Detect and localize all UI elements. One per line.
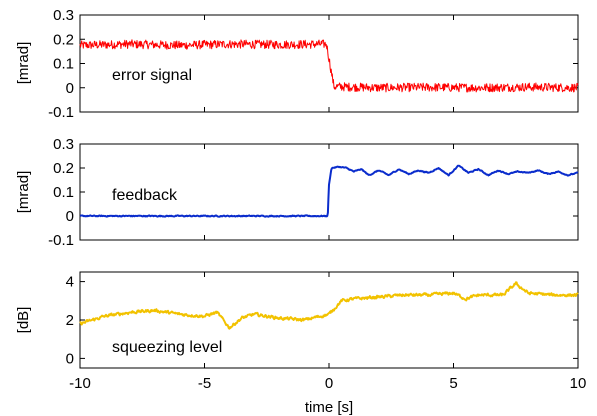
panel-annotation: squeezing level — [112, 339, 222, 356]
series-line — [79, 164, 579, 218]
x-tick-label: -10 — [69, 375, 91, 392]
y-tick-label: 0.2 — [53, 31, 74, 48]
y-tick-label: 0.2 — [53, 160, 74, 177]
y-tick-label: -0.1 — [48, 104, 74, 121]
panel-annotation: error signal — [112, 67, 192, 84]
x-axis-label: time [s] — [305, 399, 353, 416]
y-tick-label: 0.1 — [53, 184, 74, 201]
plot-frame — [79, 14, 579, 113]
y-axis-label: [dB] — [15, 307, 32, 334]
panel-annotation: feedback — [112, 187, 178, 204]
x-tick-label: 5 — [449, 375, 457, 392]
y-tick-label: 4 — [66, 274, 74, 291]
y-axis-label: [mrad] — [15, 42, 32, 85]
series-line — [79, 281, 579, 330]
x-tick-label: 0 — [325, 375, 333, 392]
feedback-panel: -0.1 0 0.1 0.2 0.3 [mrad] feedback — [15, 136, 579, 249]
y-tick-label: -0.1 — [48, 232, 74, 249]
x-tick-label: 10 — [570, 375, 587, 392]
y-tick-label: 0.1 — [53, 56, 74, 73]
y-tick-label: 0 — [66, 208, 74, 225]
error-signal-panel: -0.1 0 0.1 0.2 0.3 [mrad] error signal — [15, 7, 579, 121]
y-tick-label: 2 — [66, 312, 74, 329]
y-axis-label: [mrad] — [15, 171, 32, 214]
squeezing-level-panel: 0 2 4 -10 -5 0 5 10 [dB] squeezing level — [15, 271, 587, 392]
series-line — [79, 39, 579, 93]
y-tick-label: 0.3 — [53, 7, 74, 24]
y-tick-label: 0 — [66, 350, 74, 367]
y-tick-label: 0 — [66, 80, 74, 97]
y-tick-label: 0.3 — [53, 136, 74, 153]
x-tick-label: -5 — [198, 375, 211, 392]
